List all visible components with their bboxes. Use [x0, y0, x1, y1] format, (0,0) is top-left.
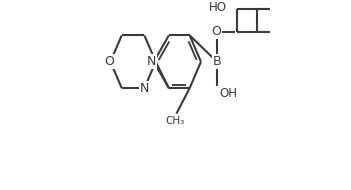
- Text: O: O: [211, 25, 221, 38]
- Text: N: N: [147, 55, 157, 68]
- Text: B: B: [213, 55, 221, 68]
- Text: OH: OH: [220, 87, 238, 100]
- Text: O: O: [105, 55, 114, 68]
- Text: N: N: [140, 82, 149, 95]
- Text: CH₃: CH₃: [166, 116, 185, 126]
- Text: HO: HO: [208, 2, 226, 14]
